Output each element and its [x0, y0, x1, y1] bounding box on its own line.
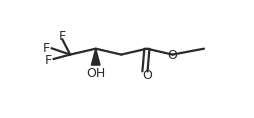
Polygon shape — [91, 49, 100, 65]
Text: F: F — [59, 30, 66, 43]
Text: F: F — [43, 42, 50, 55]
Text: O: O — [142, 69, 152, 82]
Text: O: O — [168, 48, 178, 62]
Text: F: F — [45, 54, 52, 67]
Text: OH: OH — [86, 67, 105, 80]
